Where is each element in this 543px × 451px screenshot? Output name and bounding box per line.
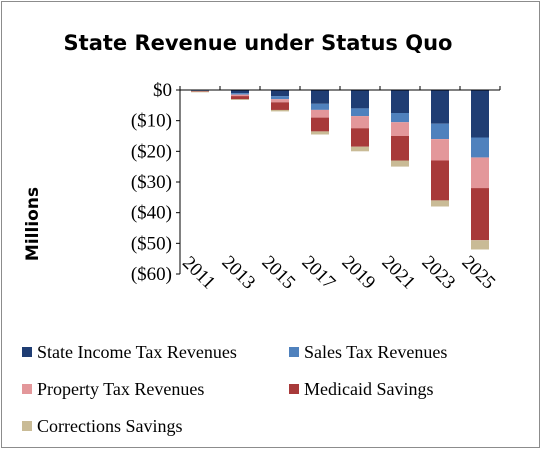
legend-label: Medicaid Savings [304,379,433,399]
legend-label: State Income Tax Revenues [37,342,237,362]
bar-segment [351,116,369,129]
legend-label: Property Tax Revenues [37,379,204,399]
y-tick-label: $0 [153,80,172,101]
plot-area [191,90,489,250]
legend: State Income Tax Revenues Sales Tax Reven… [22,342,447,436]
bar-segment [311,109,329,118]
bar-segment [351,108,369,117]
x-tick-label: 2011 [178,252,219,293]
bar-segment [311,117,329,132]
bar-segment [431,90,449,124]
bar-segment [471,188,489,241]
y-tick-label: ($10) [131,111,172,132]
bar-segment [311,131,329,135]
bar-segment [391,160,409,167]
bar-segment [471,157,489,189]
x-tick-label: 2017 [298,252,340,294]
bar-segment [431,200,449,207]
bar-segment [231,90,249,94]
bar-segment [271,96,289,100]
bar-segment [471,137,489,158]
bar-segment [231,93,249,95]
bar-segment [351,90,369,109]
chart-title: State Revenue under Status Quo [64,31,453,55]
bar-segment [471,240,489,250]
legend-label: Sales Tax Revenues [304,342,447,362]
legend-swatch [289,384,299,394]
bar-segment [431,160,449,201]
bar-segment [391,122,409,136]
y-tick-label: ($60) [131,264,172,285]
x-tick-label: 2021 [378,252,420,294]
bar-segment [391,113,409,123]
x-tick-label: 2025 [458,252,500,294]
bar-segment [271,102,289,110]
bar-segment [231,96,249,100]
bar-segment [311,103,329,110]
legend-swatch [289,347,299,357]
y-tick-label: ($50) [131,233,172,254]
bar-segment [311,90,329,104]
bar-segment [231,94,249,97]
y-tick-label: ($40) [131,203,172,224]
bar-segment [191,91,209,93]
bar-segment [271,90,289,97]
legend-label: Corrections Savings [37,416,183,436]
y-tick-label: ($20) [131,141,172,162]
legend-swatch [22,384,32,394]
bar-segment [391,136,409,161]
legend-swatch [22,347,32,357]
bar-segment [431,123,449,139]
bar-segment [271,99,289,103]
bar-segment [351,146,369,152]
bar-segment [391,90,409,113]
x-tick-label: 2019 [338,252,380,294]
bar-segment [271,109,289,112]
y-axis-label: Millions [23,187,43,261]
bar-segment [351,128,369,147]
y-tick-label: ($30) [131,172,172,193]
bar-segment [471,90,489,138]
x-tick-label: 2013 [218,252,260,294]
x-tick-label: 2023 [418,252,460,294]
bar-segment [431,139,449,161]
x-tick-label: 2015 [258,252,300,294]
bar-segment [231,99,249,100]
legend-swatch [22,421,32,431]
